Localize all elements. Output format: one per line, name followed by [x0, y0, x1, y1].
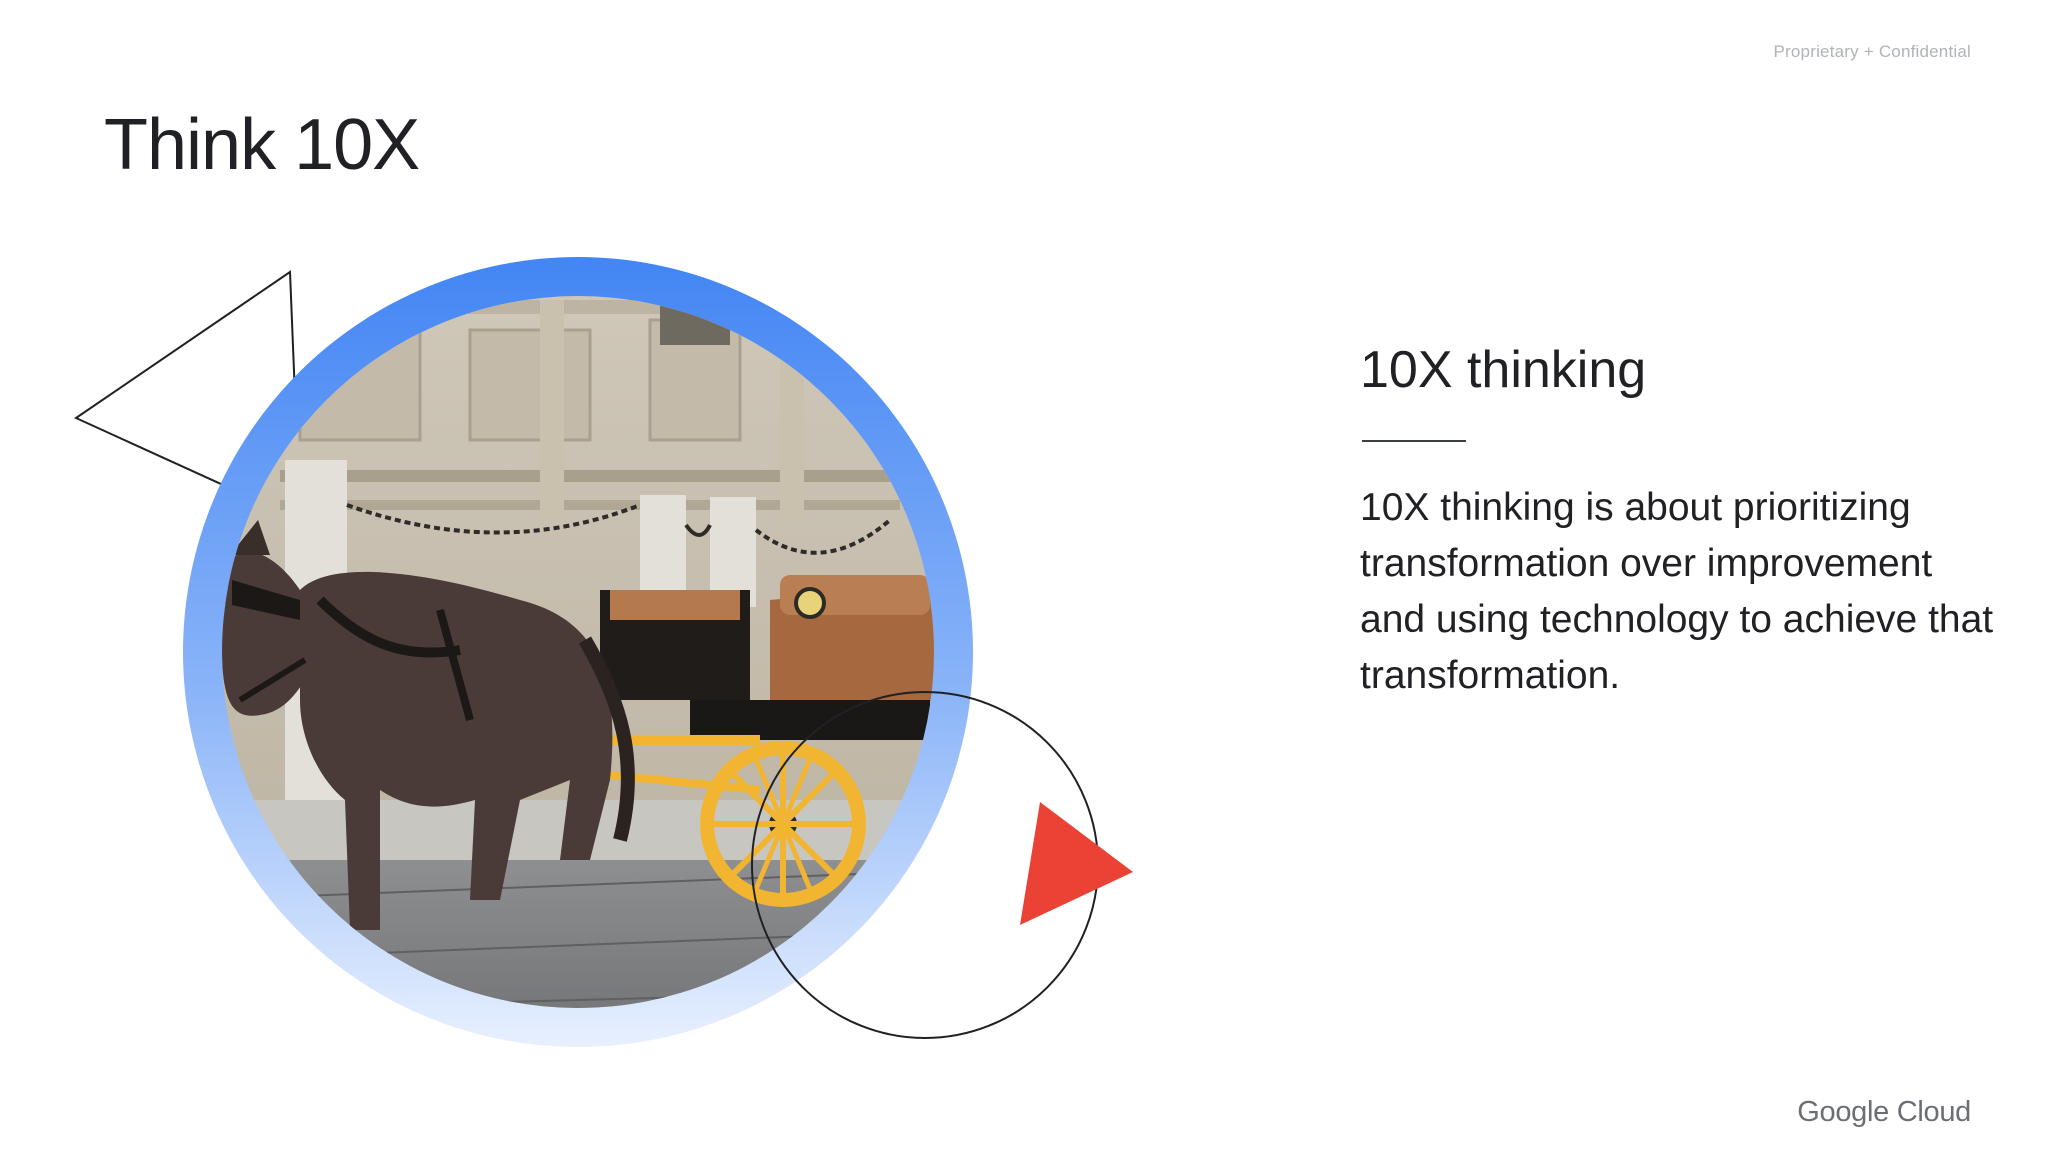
confidential-label: Proprietary + Confidential — [1773, 42, 1971, 61]
section-title: 10X thinking — [1360, 341, 1647, 399]
body-text: 10X thinking is about prioritizing trans… — [1360, 486, 1994, 697]
section-divider — [1362, 440, 1466, 442]
red-triangle-shape — [1020, 802, 1133, 925]
google-cloud-logo: Google Cloud — [1797, 1096, 1971, 1128]
horse — [222, 520, 635, 930]
slide-title: Think 10X — [104, 105, 420, 185]
carriage-wheel — [700, 741, 866, 907]
